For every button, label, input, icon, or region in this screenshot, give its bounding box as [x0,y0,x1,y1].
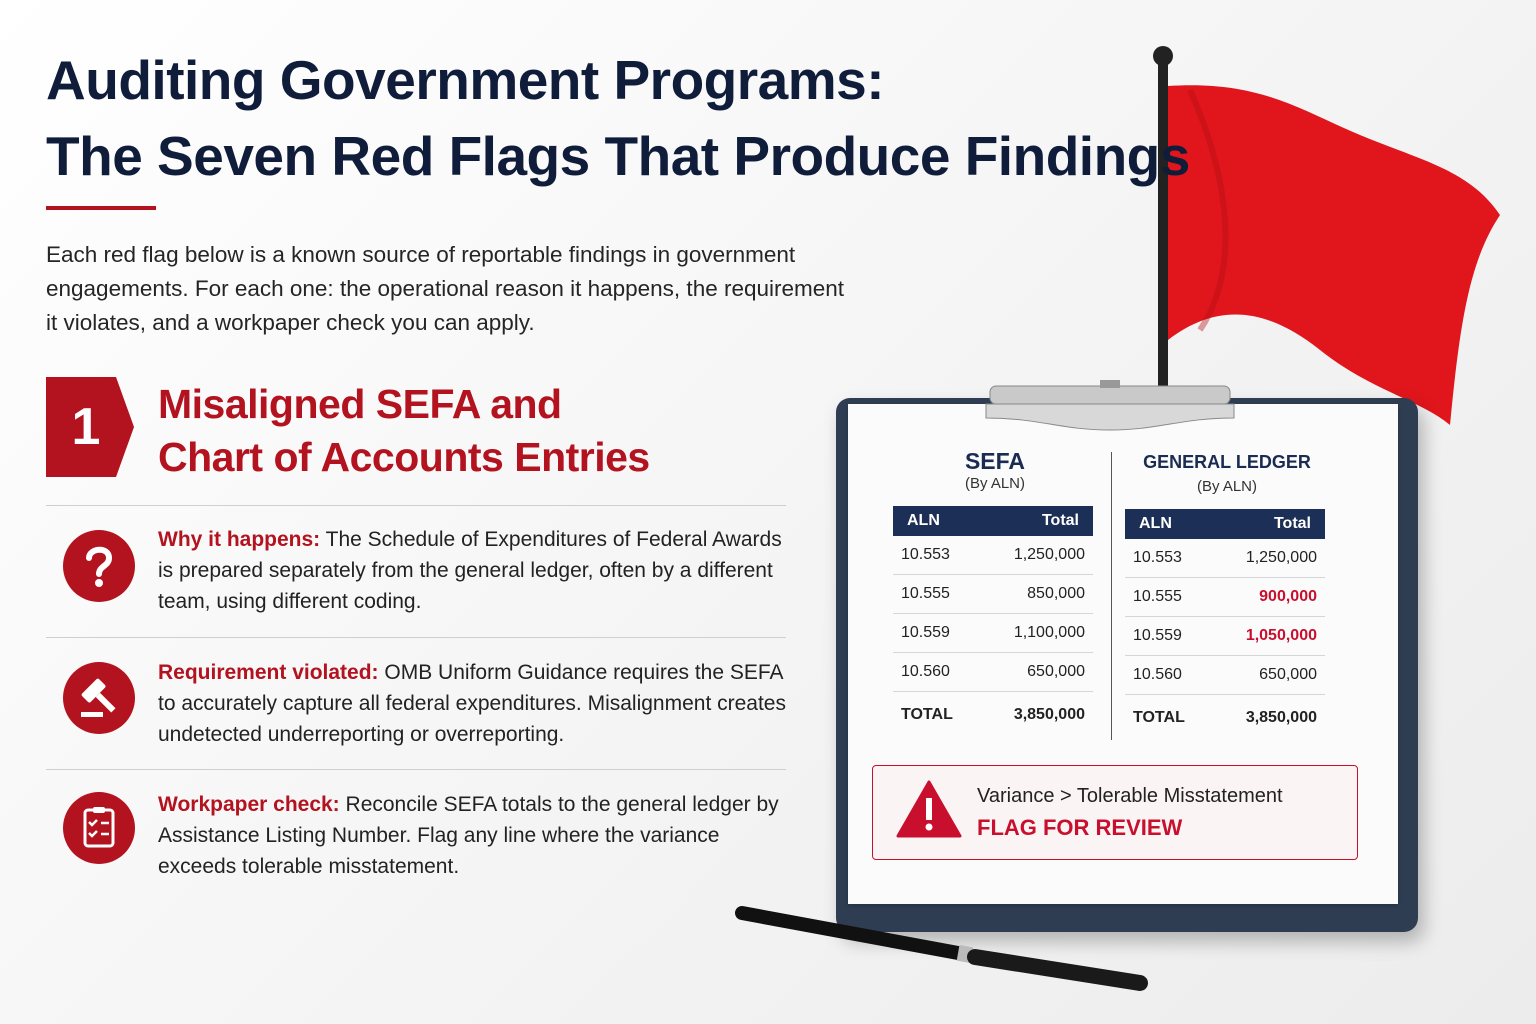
intro-line: it violates, and a workpaper check you c… [46,310,535,335]
flag-finial [1153,46,1173,66]
table-row: 10.559 1,050,000 [1125,616,1325,656]
aln: 10.560 [1125,655,1213,695]
aln: 10.553 [893,536,981,575]
flag-fold [1187,88,1229,332]
question-icon [63,530,135,602]
sefa-table: ALN Total 10.553 1,250,000 10.555 850,000 10.5… [893,506,1093,738]
header-row: ALN Total [893,506,1093,536]
alert-action: FLAG FOR REVIEW [977,815,1183,840]
title-rule [46,206,156,210]
total-amount: 3,850,000 [1245,709,1317,726]
intro: Each red flag below is a known source of… [46,238,844,340]
item-label: Why it happens: [158,528,321,551]
column-header: ALN [893,506,981,536]
aln: 10.555 [1125,577,1213,617]
intro-line: engagements. For each one: the operation… [46,276,845,301]
table-row: 10.560 650,000 [893,652,1093,692]
column-header: Total [1212,509,1325,539]
table-row: 10.553 1,250,000 [1125,539,1325,578]
total-row: TOTAL 3,850,000 [893,692,1093,739]
item: Why it happens: The Schedule of Expendit… [158,524,798,617]
amount: 900,000 [1212,577,1325,617]
sefa-block: SEFA (By ALN) ALN Total 10.553 1,250,000 10.… [893,448,1097,738]
amount: 1,050,000 [1212,616,1325,656]
amount: 650,000 [980,652,1093,692]
gl-table: ALN Total 10.553 1,250,000 10.555 900,000 10.5… [1125,509,1325,741]
divider [46,637,786,638]
header-row: ALN Total [1125,509,1325,539]
item: Requirement violated: OMB Uniform Guidan… [158,657,798,750]
section-title: Misaligned SEFA and Chart of Accounts En… [158,378,650,484]
amount: 650,000 [1212,655,1325,695]
table-subtitle: (By ALN) [1196,478,1257,495]
amount: 1,100,000 [980,613,1093,653]
item-text: OMB Uniform Guidance requires the SEFA t… [158,661,786,746]
flag-pole [1158,58,1168,388]
aln: 10.559 [1125,616,1213,656]
aln: 10.560 [893,652,981,692]
warning-icon [896,780,962,838]
total-label: TOTAL [1133,709,1185,726]
table-row: 10.555 900,000 [1125,577,1325,617]
column-header: ALN [1125,509,1213,539]
alert-box [872,765,1358,860]
divider [46,769,786,770]
checklist-icon [63,792,135,864]
table-row: 10.555 850,000 [893,574,1093,614]
gl-block: GENERAL LEDGER (By ALN) ALN Total 10.553 1,… [1125,452,1329,741]
section-title-line: Misaligned SEFA and [158,381,562,427]
gavel-icon [63,662,135,734]
total-label: TOTAL [901,706,953,723]
red-flag [1168,85,1500,426]
clip [985,380,1235,431]
table-row: 10.560 650,000 [1125,655,1325,695]
title-line: The Seven Red Flags That Produce Finding… [46,125,1190,187]
item-label: Requirement violated: [158,661,379,684]
aln: 10.559 [893,613,981,653]
total-amount: 3,850,000 [1013,706,1085,723]
section-number: 1 [71,398,101,456]
column-header: Total [980,506,1093,536]
table-subtitle: (By ALN) [964,475,1025,492]
title: Auditing Government Programs: The Seven … [46,42,1190,194]
divider [46,505,786,506]
table-title: SEFA [964,448,1026,474]
section-badge [46,377,134,477]
item-text: The Schedule of Expenditures of Federal … [158,528,782,613]
table-title: GENERAL LEDGER [1143,452,1311,472]
item: Workpaper check: Reconcile SEFA totals t… [158,789,798,882]
item-text: Reconcile SEFA totals to the general led… [158,793,779,878]
item-label: Workpaper check: [158,793,340,816]
alert-message: Variance > Tolerable Misstatement [977,785,1283,807]
table-row: 10.553 1,250,000 [893,536,1093,575]
total-row: TOTAL 3,850,000 [1125,695,1325,742]
amount: 850,000 [980,574,1093,614]
section-title-line: Chart of Accounts Entries [158,434,650,480]
column-divider [1111,452,1112,740]
table-row: 10.559 1,100,000 [893,613,1093,653]
aln: 10.553 [1125,539,1213,578]
title-line: Auditing Government Programs: [46,49,885,111]
aln: 10.555 [893,574,981,614]
intro-line: Each red flag below is a known source of… [46,242,796,267]
amount: 1,250,000 [1212,539,1325,578]
amount: 1,250,000 [980,536,1093,575]
